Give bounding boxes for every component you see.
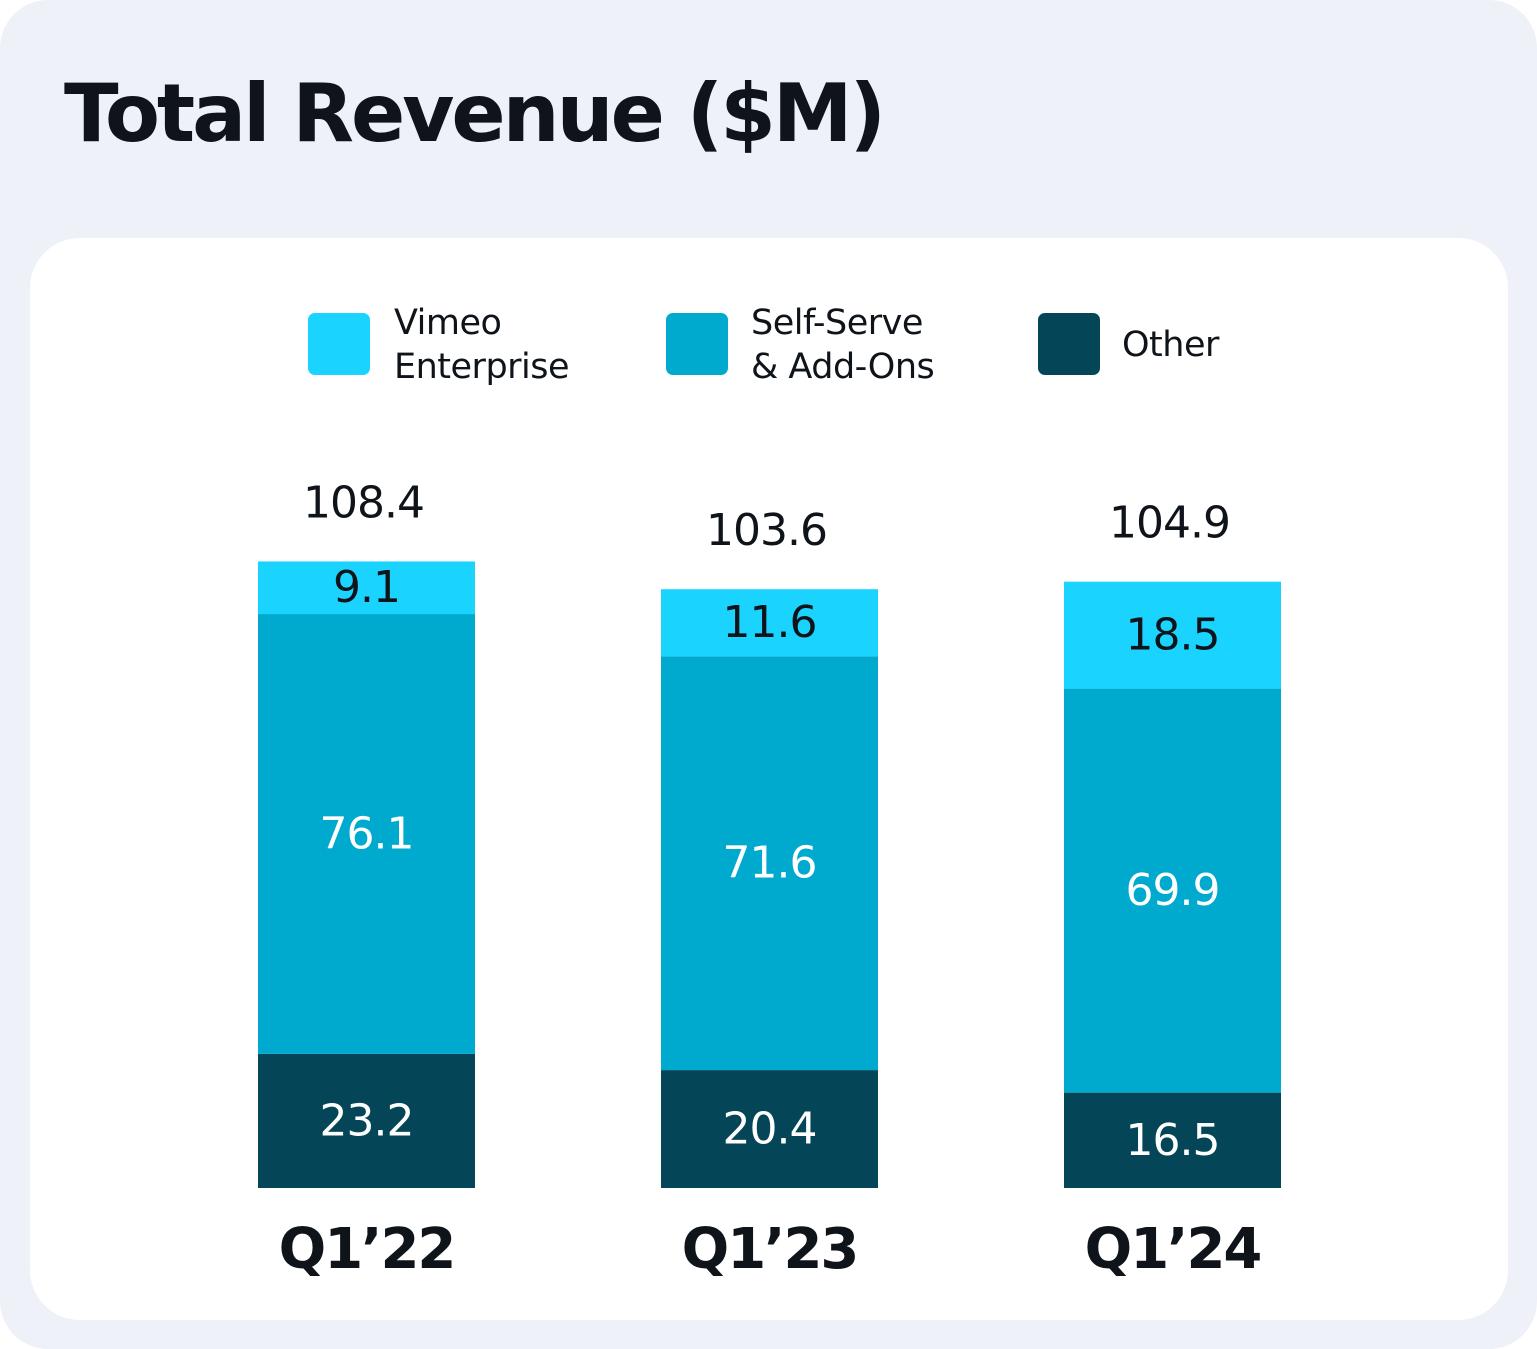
- bar-total-label-q1-24: 104.9: [1109, 498, 1230, 549]
- legend-label-other: Other: [1122, 325, 1219, 365]
- bar-segment-other-q1-23: [661, 1070, 878, 1188]
- bar-value-label-other-q1-24: 16.5: [1126, 1115, 1220, 1166]
- legend-swatch-other: [1038, 313, 1100, 375]
- bar-value-label-vimeo-enterprise-q1-24: 18.5: [1126, 610, 1220, 661]
- legend-swatch-vimeo-enterprise: [308, 313, 370, 375]
- bar-segment-vimeo-enterprise-q1-24: [1064, 581, 1281, 689]
- legend-label-self-serve: Self-Serve & Add-Ons: [751, 303, 935, 387]
- bar-segment-vimeo-enterprise-q1-22: [258, 561, 475, 615]
- bar-segment-self-serve-add-ons-q1-24: [1064, 688, 1281, 1093]
- legend-swatch-self-serve: [666, 313, 728, 375]
- bar-total-label-q1-23: 103.6: [706, 505, 827, 556]
- bar-segment-self-serve-add-ons-q1-23: [661, 656, 878, 1071]
- bar-value-label-self-serve-add-ons-q1-22: 76.1: [320, 808, 414, 859]
- bar-segment-other-q1-22: [258, 1053, 475, 1188]
- bar-value-label-vimeo-enterprise-q1-23: 11.6: [723, 597, 817, 648]
- x-tick-label-q1-22: Q1’22: [279, 1217, 455, 1282]
- bar-value-label-other-q1-22: 23.2: [320, 1095, 414, 1146]
- x-tick-label-q1-24: Q1’24: [1085, 1217, 1261, 1282]
- bar-segment-vimeo-enterprise-q1-23: [661, 589, 878, 657]
- bar-segment-self-serve-add-ons-q1-22: [258, 614, 475, 1054]
- chart-title: Total Revenue ($M): [64, 67, 886, 160]
- bar-total-label-q1-22: 108.4: [303, 477, 424, 528]
- legend-label-vimeo-enterprise: Vimeo Enterprise: [394, 303, 570, 387]
- bar-value-label-self-serve-add-ons-q1-24: 69.9: [1126, 865, 1220, 916]
- bar-value-label-vimeo-enterprise-q1-22: 9.1: [333, 562, 400, 613]
- bar-value-label-other-q1-23: 20.4: [723, 1104, 817, 1155]
- bar-value-label-self-serve-add-ons-q1-23: 71.6: [723, 838, 817, 889]
- x-tick-label-q1-23: Q1’23: [682, 1217, 858, 1282]
- bar-segment-other-q1-24: [1064, 1092, 1281, 1188]
